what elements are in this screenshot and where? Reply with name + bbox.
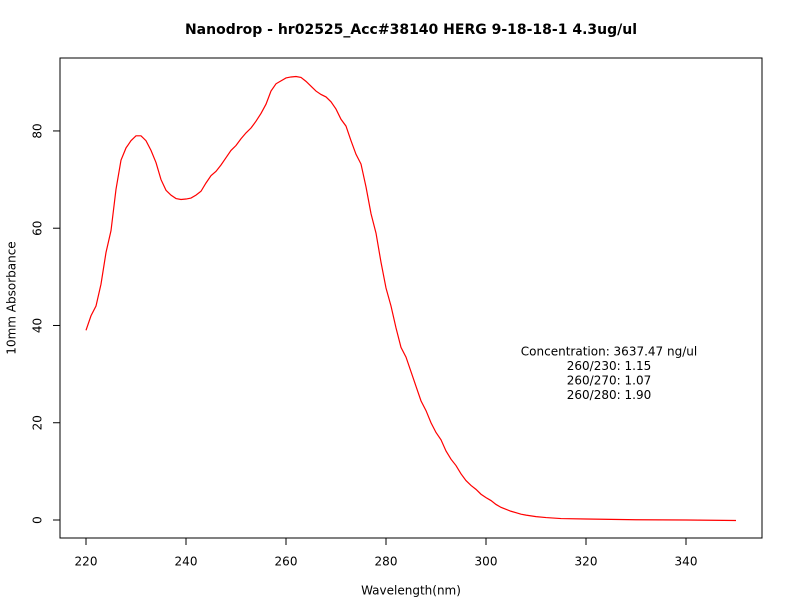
x-tick-label: 240: [175, 555, 198, 569]
x-axis-label: Wavelength(nm): [361, 584, 461, 598]
annotation: 260/270: 1.07: [567, 374, 651, 388]
spectrum-line: [85, 75, 737, 522]
x-tick-label: 320: [575, 555, 598, 569]
plot-box: [59, 57, 763, 539]
x-tick-label: 260: [275, 555, 298, 569]
y-tick-label: 60: [31, 221, 45, 236]
annotation: 260/230: 1.15: [567, 359, 651, 373]
y-axis-label: 10mm Absorbance: [5, 241, 19, 354]
annotation: Concentration: 3637.47 ng/ul: [521, 345, 697, 359]
chart-title: Nanodrop - hr02525_Acc#38140 HERG 9-18-1…: [185, 22, 637, 38]
x-tick-label: 340: [675, 555, 698, 569]
y-tick-label: 0: [31, 516, 45, 524]
x-tick-label: 220: [75, 555, 98, 569]
annotation: 260/280: 1.90: [567, 388, 651, 402]
x-tick-label: 280: [375, 555, 398, 569]
y-tick-label: 40: [31, 318, 45, 333]
x-tick-label: 300: [475, 555, 498, 569]
y-tick-label: 20: [31, 415, 45, 430]
y-tick-label: 80: [31, 123, 45, 138]
